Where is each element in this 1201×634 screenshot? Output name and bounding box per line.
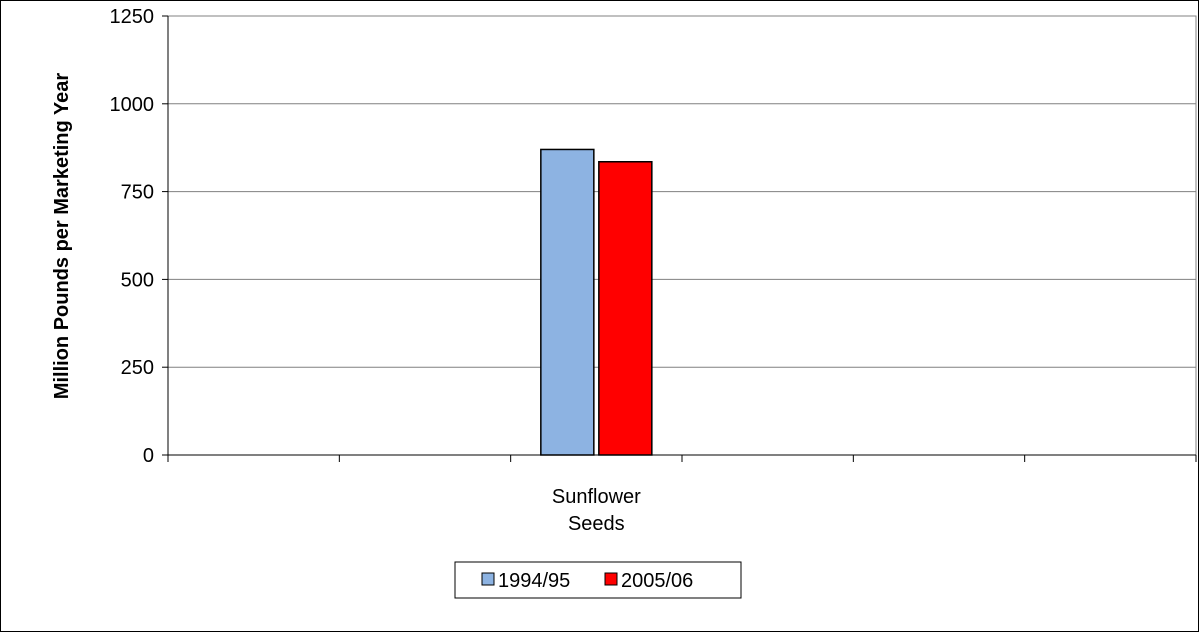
gridlines (167, 15, 1197, 456)
legend: 1994/95 2005/06 (454, 561, 742, 599)
legend-label: 2005/06 (621, 570, 693, 592)
legend-box (454, 561, 742, 599)
y-tick-label: 0 (143, 445, 154, 467)
y-tick-label: 1000 (110, 94, 155, 116)
y-tick-label: 1250 (110, 6, 155, 28)
bar-1994-95 (540, 148, 595, 456)
legend-swatch (604, 572, 618, 586)
bar-2005-06 (598, 160, 653, 456)
x-category-labels: Sunflower Seeds (552, 486, 641, 535)
plot-area (167, 15, 1197, 456)
x-category-label: Seeds (568, 513, 625, 535)
x-category-label: Sunflower (552, 486, 641, 508)
bars (540, 148, 653, 456)
legend-label: 1994/95 (498, 570, 570, 592)
y-tick-labels: 0 250 500 750 1000 1250 (110, 6, 155, 467)
y-tick-label: 500 (121, 269, 154, 291)
y-tick-label: 250 (121, 357, 154, 379)
y-tick-label: 750 (121, 182, 154, 204)
legend-swatch (481, 572, 495, 586)
y-axis-title: Million Pounds per Marketing Year (51, 73, 73, 400)
axes (162, 15, 1197, 462)
